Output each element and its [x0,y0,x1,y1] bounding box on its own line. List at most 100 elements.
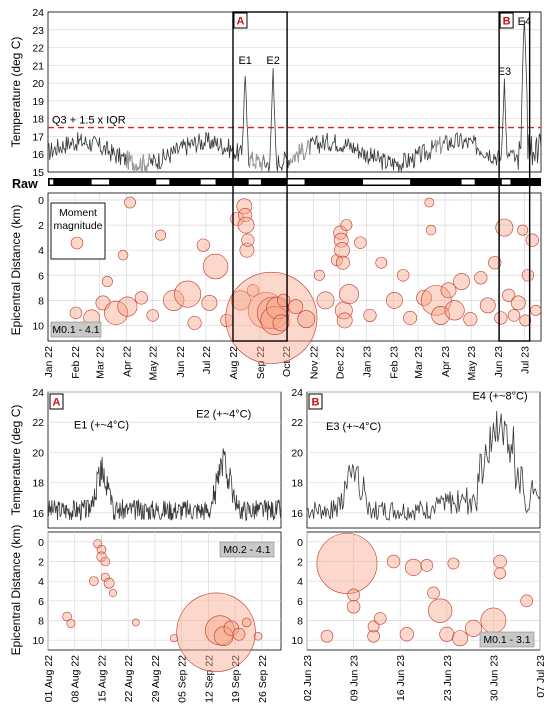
bubble [502,288,516,302]
bubble [104,300,129,325]
overview-temperature-panel: 15 16 17 18 19 20 21 22 23 24 Temperature (deg C)… [9,7,542,179]
bubble [237,216,255,234]
bubble [346,600,361,614]
event-box-letter-b: B [503,16,511,28]
bubble [316,533,378,594]
ytick-label: 22 [32,417,44,429]
ytick-label: 2 [38,220,44,232]
temperature-annotation: E3 (+~4°C) [326,421,381,433]
event-box-b [498,11,531,342]
panel-b-label-box [308,393,323,410]
xtick-label: Feb 22 [70,346,82,379]
xtick-label: Jun 23 [493,346,505,378]
xtick-label: Feb 23 [389,346,401,379]
ytick-label: 0 [38,537,44,549]
bubble [416,289,432,306]
panel-a-magnitude-badge: M0.2 - 4.1 [219,541,275,558]
bubble [464,619,482,637]
ytick-label: 2 [38,557,44,569]
ytick-label: 4 [297,576,303,588]
ytick-label: 23 [32,25,44,37]
bubble [367,620,380,633]
bubble [108,588,117,597]
bubble [93,539,103,549]
bubble [230,211,245,226]
bubble [163,289,185,311]
overview-magnitude-range: M0.1 - 4.1 [52,324,99,336]
xtick-label: 01 Aug 22 [43,655,55,702]
bubble [367,629,380,643]
panel-a-temperature-ylabel: Temperature (deg C) [9,405,23,516]
panel-a-temperature-line [47,448,282,522]
xtick-label: Jul 23 [519,346,531,374]
panel-a-temperature-grid [48,391,281,514]
event-box-a [232,11,288,342]
bubble [474,271,488,285]
raw-gaps [49,179,511,185]
ytick-label: 16 [291,508,303,520]
overview-temperature-line [47,19,542,173]
bubble [517,224,529,236]
panel-a-bubble-yticks: 0 2 4 6 8 10 [32,537,44,647]
legend-bubble [70,236,84,250]
event-label-e4: E4 [518,16,531,28]
xtick-label: 19 Sep 22 [230,655,242,703]
bubble [320,629,334,643]
panel-a-magnitude-badge-box [219,541,275,558]
xtick-label: 07 Jul 23 [535,655,547,698]
bubble [420,559,434,572]
bubble [403,310,418,325]
raw-gap [156,179,170,185]
bubble [196,238,210,252]
ytick-label: 10 [32,320,44,332]
bubble [335,255,350,270]
bubble [246,284,260,297]
overview-magnitude-badge: M0.1 - 4.1 [50,321,102,338]
raw-gap [248,179,261,185]
ytick-label: 24 [32,7,44,19]
panel-a-magnitude-range: M0.2 - 4.1 [223,544,270,556]
legend-box: Moment magnitude [50,202,106,260]
panel-a-bubble-grid [47,532,281,650]
bubble [230,290,251,311]
xtick-label: 09 Jun 23 [349,655,361,701]
panel-b-magnitude-badge: M0.1 - 3.1 [479,631,535,648]
bubble [494,567,506,580]
bubble [132,618,140,627]
ytick-label: 20 [32,78,44,90]
bubble [176,592,256,672]
event-box-tag-b [499,12,514,29]
bubble [354,236,367,249]
panel-a-label: A [49,393,64,410]
raw-gap [91,179,110,185]
bubble [440,282,457,299]
bubble [439,626,455,642]
bubble [117,296,138,317]
xtick-label: 26 Sep 22 [257,655,269,703]
xtick-label: 15 Aug 22 [96,655,108,702]
xtick-label: Aug 22 [228,346,240,379]
xtick-label: 30 Jun 23 [488,655,500,701]
raw-gap [461,179,475,185]
bubble [340,219,353,231]
overview-bubble-frame [47,192,542,342]
bubble [174,280,202,308]
raw-strip: Raw [12,177,541,191]
bubble [494,311,508,325]
bubble [100,572,110,582]
xtick-label: Apr 23 [440,346,452,377]
bubble [266,296,289,320]
event-box-letter-a: A [237,16,245,28]
bubble [333,225,348,240]
ytick-label: 21 [32,60,44,72]
ytick-label: 17 [32,131,44,143]
overview-temperature-gap-lines [126,136,444,173]
overview-bubbles [69,196,542,364]
bubble [425,224,437,236]
ytick-label: 2 [297,557,303,569]
bubble [530,304,542,316]
bubble [89,576,99,586]
bubble [247,292,285,329]
legend-frame [50,202,106,260]
